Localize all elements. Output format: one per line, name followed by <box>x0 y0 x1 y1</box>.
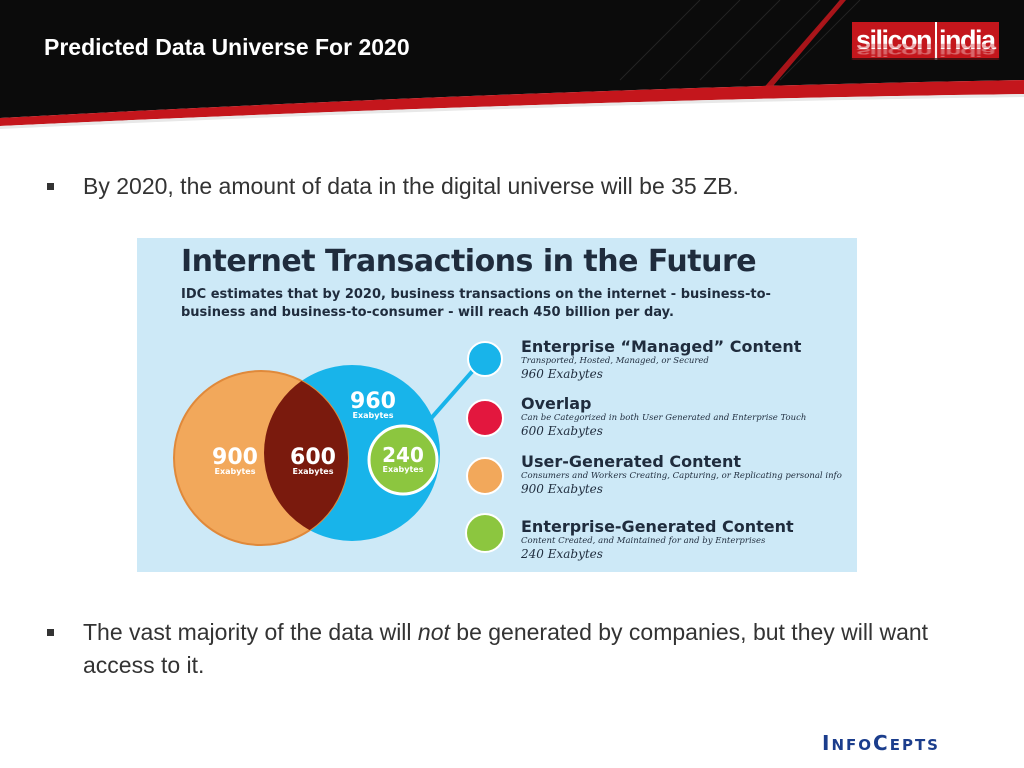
enterprise-generated-unit: Exabytes <box>383 465 424 474</box>
logo-silicon-text: silicon <box>852 22 936 58</box>
bullet-text-2: The vast majority of the data will not b… <box>83 616 983 682</box>
overlap-region <box>264 371 348 541</box>
legend-title: Enterprise-Generated Content <box>521 517 794 536</box>
enterprise-generated-circle <box>367 424 439 496</box>
legend-item-user-generated: User-Generated Content Consumers and Wor… <box>521 452 851 497</box>
bullet-marker <box>47 183 54 190</box>
overlap-value: 600 <box>290 445 336 470</box>
bullet-text-2-emphasis: not <box>417 619 450 645</box>
slide-title: Predicted Data Universe For 2020 <box>44 34 410 60</box>
user-generated-value: 900 <box>212 445 258 470</box>
logo-india-text: india <box>935 22 999 58</box>
bullet-text-2-before: The vast majority of the data will <box>83 619 418 645</box>
legend-amount: 900 Exabytes <box>521 482 603 496</box>
bullet-marker <box>47 629 54 636</box>
infocepts-logo: INFOCEPTS <box>822 731 940 755</box>
bullet-text-1: By 2020, the amount of data in the digit… <box>83 173 739 199</box>
enterprise-generated-value: 240 <box>382 443 424 467</box>
infographic-title: Internet Transactions in the Future <box>181 244 757 279</box>
managed-unit: Exabytes <box>353 411 394 420</box>
legend-item-managed: Enterprise “Managed” Content Transported… <box>521 337 851 382</box>
slide-header: Predicted Data Universe For 2020 silicon… <box>0 0 1024 130</box>
legend-title: Enterprise “Managed” Content <box>521 337 802 356</box>
legend-title: User-Generated Content <box>521 452 741 471</box>
siliconindia-logo: silicon india silicon india <box>852 22 999 82</box>
legend-amount: 240 Exabytes <box>521 547 603 561</box>
venn-diagram: 900 Exabytes 600 Exabytes 960 Exabytes 2… <box>173 341 505 553</box>
header-background <box>0 0 1024 129</box>
infographic-subtitle: IDC estimates that by 2020, business tra… <box>181 287 771 320</box>
legend-description: Consumers and Workers Creating, Capturin… <box>521 471 842 481</box>
bullet-text-2-after: be generated by companies, but they will… <box>83 619 929 678</box>
legend-title: Overlap <box>521 394 592 413</box>
managed-value: 960 <box>350 389 396 414</box>
legend-amount: 600 Exabytes <box>521 424 603 438</box>
legend-dot-managed <box>467 341 503 377</box>
legend-dot-enterprise-generated <box>465 513 505 553</box>
legend-description: Transported, Hosted, Managed, or Secured <box>521 356 709 366</box>
legend-item-overlap: Overlap Can be Categorized in both User … <box>521 394 851 439</box>
logo-reflection: silicon india <box>852 43 999 60</box>
overlap-unit: Exabytes <box>293 467 334 476</box>
legend-description: Can be Categorized in both User Generate… <box>521 413 807 423</box>
infographic-panel: Internet Transactions in the Future IDC … <box>137 238 857 572</box>
legend-description: Content Created, and Maintained for and … <box>521 536 766 546</box>
legend-amount: 960 Exabytes <box>521 367 603 381</box>
user-generated-unit: Exabytes <box>215 467 256 476</box>
legend-dot-overlap <box>466 399 504 437</box>
legend-dot-user-generated <box>466 457 504 495</box>
legend-item-enterprise-generated: Enterprise-Generated Content Content Cre… <box>521 517 851 562</box>
